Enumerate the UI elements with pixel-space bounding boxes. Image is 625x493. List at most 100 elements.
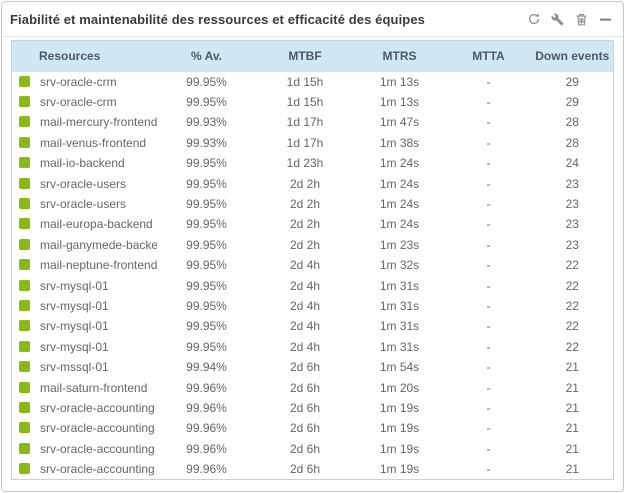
mtbf-value: 2d 4h: [256, 275, 354, 296]
mtbf-value: 2d 4h: [256, 255, 354, 276]
resource-name[interactable]: srv-mysql-01: [40, 278, 109, 293]
mtta-value: -: [445, 214, 532, 235]
resource-name[interactable]: mail-venus-frontend: [40, 135, 147, 150]
availability-value: 99.96%: [156, 458, 257, 480]
delete-button[interactable]: [574, 12, 589, 27]
refresh-icon: [527, 12, 541, 26]
table-row: srv-mysql-01 99.95% 2d 4h 1m 31s - 22: [11, 295, 614, 317]
ok-status-square-icon: [19, 340, 30, 352]
ok-status-square-icon: [19, 96, 30, 108]
mtta-value: -: [445, 132, 532, 154]
minimize-button[interactable]: [598, 12, 613, 27]
down-events-value: 24: [531, 153, 614, 174]
mtta-value: -: [445, 377, 532, 398]
availability-value: 99.96%: [156, 397, 257, 419]
table-row: srv-mysql-01 99.95% 2d 4h 1m 31s - 22: [11, 275, 614, 296]
resource-name[interactable]: mail-ganymede-backend: [40, 237, 157, 252]
down-events-value: 23: [531, 193, 614, 215]
column-header-availability[interactable]: % Av.: [156, 40, 257, 72]
table-row: srv-mssql-01 99.94% 2d 6h 1m 54s - 21: [11, 356, 614, 378]
mtrs-value: 1m 19s: [353, 458, 446, 480]
resource-name[interactable]: srv-oracle-accounting: [40, 400, 155, 415]
availability-value: 99.95%: [156, 173, 257, 194]
table-row: srv-oracle-users 99.95% 2d 2h 1m 24s - 2…: [11, 173, 614, 194]
table-row: srv-oracle-crm 99.95% 1d 15h 1m 13s - 29: [11, 71, 614, 92]
ok-status-square-icon: [19, 198, 30, 210]
down-events-value: 28: [531, 112, 614, 133]
configure-button[interactable]: [550, 12, 565, 27]
ok-status-square-icon: [19, 75, 30, 87]
ok-status-square-icon: [19, 361, 30, 373]
mtrs-value: 1m 24s: [353, 214, 446, 235]
column-header-mtrs[interactable]: MTRS: [353, 40, 446, 72]
availability-value: 99.95%: [156, 336, 257, 357]
resource-name[interactable]: srv-oracle-users: [40, 197, 127, 212]
resource-name[interactable]: srv-mysql-01: [40, 339, 109, 354]
mtbf-value: 2d 6h: [256, 458, 354, 480]
down-events-value: 23: [531, 173, 614, 194]
availability-value: 99.94%: [156, 356, 257, 378]
resource-name[interactable]: mail-io-backend: [40, 156, 125, 171]
wrench-icon: [551, 13, 564, 26]
down-events-value: 22: [531, 316, 614, 337]
mtrs-value: 1m 24s: [353, 153, 446, 174]
mtrs-value: 1m 31s: [353, 275, 446, 296]
column-header-mtbf[interactable]: MTBF: [256, 40, 354, 72]
column-header-resources[interactable]: Resources: [11, 40, 157, 72]
mtta-value: -: [445, 112, 532, 133]
mtta-value: -: [445, 91, 532, 113]
resource-name[interactable]: mail-neptune-frontend: [40, 258, 157, 273]
down-events-value: 21: [531, 377, 614, 398]
table-row: srv-oracle-users 99.95% 2d 2h 1m 24s - 2…: [11, 193, 614, 215]
mtta-value: -: [445, 295, 532, 317]
resource-name[interactable]: srv-oracle-users: [40, 176, 127, 191]
mtrs-value: 1m 20s: [353, 377, 446, 398]
resource-name[interactable]: srv-mssql-01: [40, 360, 109, 375]
table-row: mail-ganymede-backend 99.95% 2d 2h 1m 23…: [11, 234, 614, 256]
column-header-down-events[interactable]: Down events: [531, 40, 614, 72]
mtbf-value: 2d 6h: [256, 418, 354, 439]
table-row: srv-oracle-crm 99.95% 1d 15h 1m 13s - 29: [11, 91, 614, 113]
resource-name[interactable]: srv-mysql-01: [40, 319, 109, 334]
availability-value: 99.95%: [156, 295, 257, 317]
resource-name[interactable]: srv-oracle-accounting: [40, 441, 155, 456]
table-row: srv-mysql-01 99.95% 2d 4h 1m 31s - 22: [11, 336, 614, 357]
refresh-button[interactable]: [526, 12, 541, 27]
resource-name[interactable]: mail-saturn-frontend: [40, 380, 148, 395]
mtbf-value: 2d 2h: [256, 214, 354, 235]
widget-actions: [526, 12, 613, 27]
mtrs-value: 1m 24s: [353, 173, 446, 194]
mtbf-value: 1d 17h: [256, 132, 354, 154]
mtrs-value: 1m 31s: [353, 295, 446, 317]
ok-status-square-icon: [19, 218, 30, 230]
down-events-value: 29: [531, 91, 614, 113]
resource-name[interactable]: srv-mysql-01: [40, 298, 109, 313]
ok-status-square-icon: [19, 136, 30, 148]
down-events-value: 28: [531, 132, 614, 154]
resource-name[interactable]: mail-europa-backend: [40, 217, 153, 232]
mtbf-value: 2d 6h: [256, 377, 354, 398]
resource-name[interactable]: mail-mercury-frontend: [40, 115, 157, 130]
resource-name[interactable]: srv-oracle-accounting: [40, 421, 155, 436]
table-row: mail-io-backend 99.95% 1d 23h 1m 24s - 2…: [11, 153, 614, 174]
resource-name[interactable]: srv-oracle-crm: [40, 74, 117, 89]
resource-name[interactable]: srv-oracle-accounting: [40, 461, 155, 476]
down-events-value: 22: [531, 336, 614, 357]
availability-value: 99.95%: [156, 153, 257, 174]
down-events-value: 23: [531, 214, 614, 235]
availability-value: 99.95%: [156, 193, 257, 215]
table-row: srv-oracle-accounting 99.96% 2d 6h 1m 19…: [11, 418, 614, 439]
down-events-value: 29: [531, 71, 614, 92]
resource-name[interactable]: srv-oracle-crm: [40, 95, 117, 110]
mtrs-value: 1m 54s: [353, 356, 446, 378]
mtta-value: -: [445, 255, 532, 276]
mtbf-value: 2d 4h: [256, 295, 354, 317]
column-header-mtta[interactable]: MTTA: [445, 40, 532, 72]
table-row: mail-saturn-frontend 99.96% 2d 6h 1m 20s…: [11, 377, 614, 398]
mtta-value: -: [445, 458, 532, 480]
availability-value: 99.95%: [156, 275, 257, 296]
ok-status-square-icon: [19, 116, 30, 128]
mtta-value: -: [445, 153, 532, 174]
